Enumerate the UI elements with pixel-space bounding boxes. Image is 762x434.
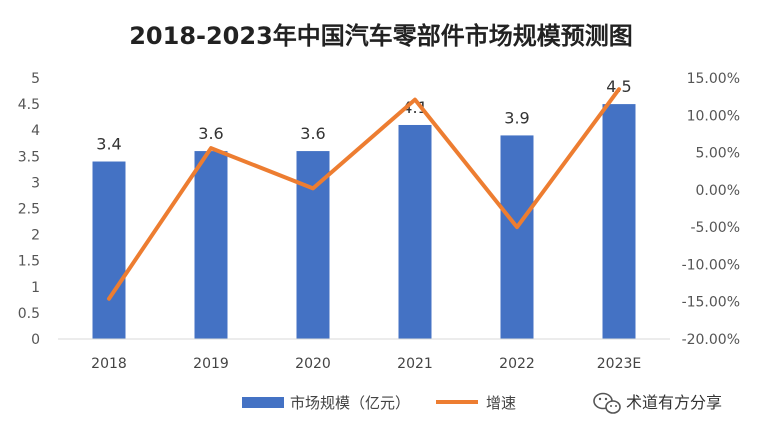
bar (194, 151, 228, 339)
y-left-tick-label: 1.5 (18, 254, 40, 270)
y-right-tick-label: 10.00% (687, 108, 740, 124)
growth-line (107, 87, 621, 301)
bar-data-label: 3.6 (300, 124, 325, 143)
watermark: 术道有方分享 (593, 392, 722, 414)
y-left-tick-label: 0 (31, 332, 40, 348)
legend-bar-swatch (242, 397, 284, 408)
x-tick-label: 2018 (91, 356, 127, 372)
watermark-text: 术道有方分享 (626, 393, 722, 412)
y-left-tick-label: 4.5 (18, 97, 40, 113)
y-right-tick-label: 15.00% (687, 71, 740, 87)
y-left-tick-label: 0.5 (18, 306, 40, 322)
bar (500, 135, 534, 339)
bar (602, 104, 636, 339)
wechat-icon (593, 392, 621, 414)
x-tick-label: 2019 (193, 356, 229, 372)
y-axis-left: 0 0.5 1 1.5 2 2.5 3 3.5 4 4.5 5 (18, 71, 40, 348)
x-axis: 2018 2019 2020 2021 2022 2023E (58, 338, 670, 372)
legend-line-label: 增速 (486, 394, 516, 412)
y-right-tick-label: -20.00% (682, 332, 740, 348)
x-tick-label: 2022 (499, 356, 535, 372)
y-left-tick-label: 5 (31, 71, 40, 87)
y-left-tick-label: 4 (31, 123, 40, 139)
y-right-tick-label: -15.00% (682, 295, 740, 311)
y-left-tick-label: 1 (31, 280, 40, 296)
bar-data-label: 4.5 (606, 77, 631, 96)
y-right-tick-label: 5.00% (696, 146, 740, 162)
y-left-tick-label: 2 (31, 228, 40, 244)
chart-title: 2018-2023年中国汽车零部件市场规模预测图 (129, 22, 633, 50)
bar-data-label: 3.9 (504, 108, 529, 127)
x-tick-label: 2023E (597, 356, 641, 372)
bar (92, 161, 126, 339)
y-axis-right: -20.00% -15.00% -10.00% -5.00% 0.00% 5.00% 10.… (682, 71, 740, 348)
legend-bar-label: 市场规模（亿元） (290, 394, 410, 412)
bar-series (92, 104, 636, 339)
bar (398, 124, 432, 339)
y-right-tick-label: 0.00% (696, 183, 740, 199)
x-tick-label: 2021 (397, 356, 433, 372)
legend: 市场规模（亿元） 增速 (242, 394, 516, 412)
y-right-tick-label: -5.00% (690, 220, 740, 236)
y-left-tick-label: 2.5 (18, 202, 40, 218)
y-left-tick-label: 3.5 (18, 149, 40, 165)
y-right-tick-label: -10.00% (682, 257, 740, 273)
y-left-tick-label: 3 (31, 175, 40, 191)
line-series (107, 87, 621, 301)
bar-data-label: 3.6 (198, 124, 223, 143)
bar-data-label: 3.4 (96, 135, 121, 154)
x-tick-label: 2020 (295, 356, 331, 372)
